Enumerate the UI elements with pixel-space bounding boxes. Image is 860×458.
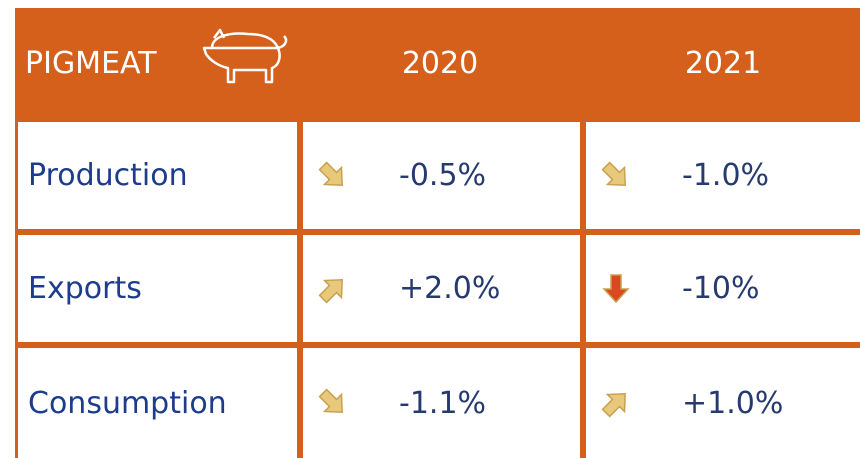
row-label: Consumption <box>28 385 227 421</box>
trend-down-icon <box>317 387 349 419</box>
value-cell: -0.5% <box>303 122 580 229</box>
pig-icon <box>202 28 288 84</box>
value: +1.0% <box>682 385 784 421</box>
value: +2.0% <box>399 271 501 306</box>
value: -1.1% <box>399 385 487 421</box>
value: -0.5% <box>399 158 487 193</box>
value-cell: +1.0% <box>586 348 860 458</box>
table: PIGMEAT 2020 2021 Production -0.5% -1.0%… <box>15 8 860 458</box>
row-label-cell: Consumption <box>18 348 297 458</box>
row-label-cell: Exports <box>18 235 297 342</box>
row-label: Exports <box>28 271 142 306</box>
value-cell: -1.1% <box>303 348 580 458</box>
trend-down-icon <box>600 159 632 192</box>
value-cell: +2.0% <box>303 235 580 342</box>
value-cell: -10% <box>586 235 860 342</box>
strong-down-icon <box>603 273 629 303</box>
row-label: Production <box>28 158 188 193</box>
header-column: 2021 <box>684 45 762 81</box>
value-cell: -1.0% <box>586 122 860 229</box>
row-label-cell: Production <box>18 122 297 229</box>
trend-down-icon <box>317 159 349 192</box>
value: -10% <box>682 271 760 306</box>
trend-up-icon <box>317 272 349 305</box>
header-title: PIGMEAT <box>25 45 157 81</box>
value: -1.0% <box>682 158 770 193</box>
trend-up-icon <box>600 387 632 419</box>
header-column: 2020 <box>401 45 479 81</box>
